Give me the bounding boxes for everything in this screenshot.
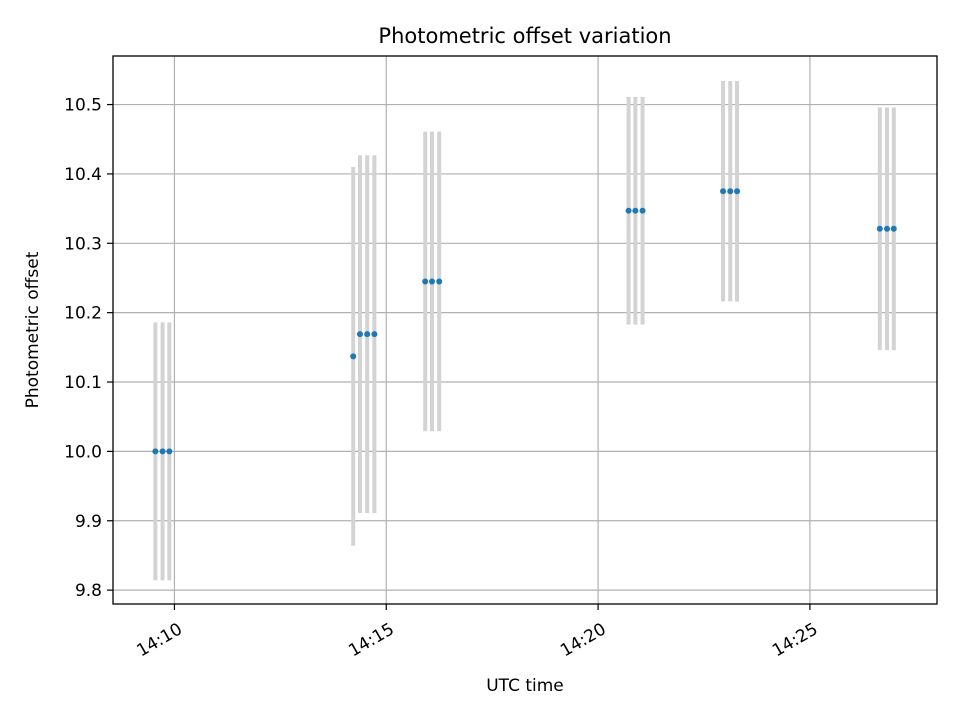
y-tick-label: 10.1 [64,373,102,393]
data-point [734,188,741,195]
y-tick-label: 10.4 [64,165,102,185]
data-point [159,448,166,455]
y-tick-label: 9.9 [75,512,102,532]
y-tick-label: 10.2 [64,304,102,324]
data-point [422,278,429,285]
data-point [371,331,378,338]
y-axis-label: Photometric offset [23,251,43,408]
y-tick-label: 9.8 [75,581,102,601]
y-axis-ticks: 9.8 9.9 10.0 10.1 10.2 10.3 10.4 10.5 [64,96,113,601]
data-point [639,207,646,214]
data-point [356,331,363,338]
data-point [632,207,639,214]
y-tick-label: 10.5 [64,96,102,116]
x-axis-label: UTC time [486,676,564,696]
data-point [436,278,443,285]
grid [113,56,937,604]
chart-title: Photometric offset variation [378,24,671,48]
data-point [429,278,436,285]
data-point [364,331,371,338]
data-point [166,448,173,455]
data-point [884,225,891,232]
data-point [890,225,897,232]
data-point [625,207,632,214]
plot-frame [112,55,938,605]
data-point [350,353,357,360]
y-tick-label: 10.3 [64,234,102,254]
data-point [876,225,883,232]
data-point [152,448,159,455]
data-point [720,188,727,195]
data-points [152,188,897,455]
data-point [727,188,734,195]
y-tick-label: 10.0 [64,442,102,462]
